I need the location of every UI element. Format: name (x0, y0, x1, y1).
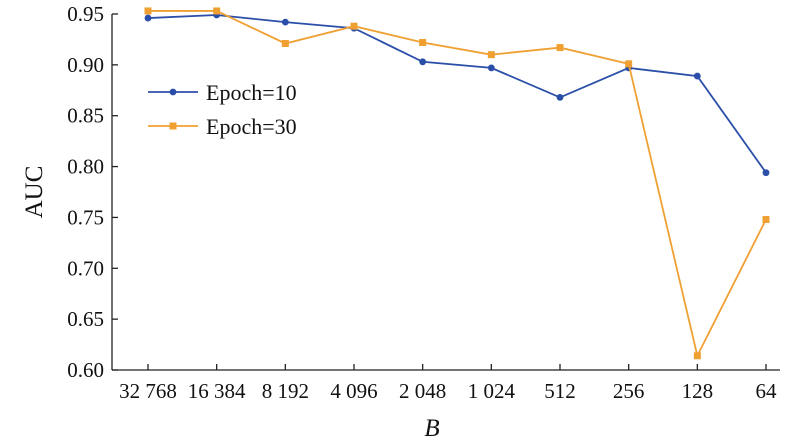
data-point (213, 7, 221, 15)
data-point (556, 44, 564, 52)
x-tick-label: 128 (682, 379, 714, 403)
series-line (147, 14, 767, 174)
data-point (487, 51, 495, 59)
y-ticks: 0.60 0.65 0.70 0.75 0.80 0.85 0.90 0.95 (67, 2, 118, 382)
y-tick-label: 0.80 (67, 155, 104, 179)
x-ticks: 32 768 16 384 8 192 4 096 2 048 1 024 512 256 12… (119, 364, 777, 403)
legend: Epoch=10 Epoch=30 (148, 80, 297, 139)
y-tick-label: 0.75 (67, 205, 104, 229)
x-tick-label: 32 768 (119, 379, 177, 403)
series-line (148, 10, 767, 359)
data-point (281, 39, 289, 47)
x-tick-label: 8 192 (262, 379, 309, 403)
series-1 (144, 11, 770, 177)
legend-item: Epoch=30 (148, 114, 297, 139)
data-point (762, 215, 770, 223)
y-tick-label: 0.85 (67, 104, 104, 128)
y-tick-label: 0.65 (67, 307, 104, 331)
x-tick-label: 256 (613, 379, 645, 403)
legend-marker (169, 122, 177, 130)
y-tick-label: 0.70 (67, 256, 104, 280)
data-point (487, 64, 495, 72)
y-tick-label: 0.90 (67, 53, 104, 77)
data-point (693, 72, 701, 80)
y-tick-label: 0.60 (67, 358, 104, 382)
x-tick-label: 16 384 (188, 379, 246, 403)
data-point (419, 38, 427, 46)
x-axis-title: B (424, 415, 439, 442)
y-axis-title: AUC (21, 166, 48, 219)
data-point (625, 60, 633, 68)
legend-marker (169, 88, 177, 96)
y-tick-label: 0.95 (67, 2, 104, 26)
data-point (350, 22, 358, 30)
x-tick-label: 1 024 (468, 379, 516, 403)
data-point (144, 7, 152, 15)
data-point (144, 14, 152, 22)
x-tick-label: 2 048 (399, 379, 446, 403)
x-tick-label: 4 096 (330, 379, 377, 403)
x-tick-label: 64 (756, 379, 778, 403)
data-point (281, 18, 289, 26)
legend-label: Epoch=30 (206, 114, 297, 139)
data-point (762, 169, 770, 177)
legend-label: Epoch=10 (206, 80, 297, 105)
x-tick-label: 512 (544, 379, 576, 403)
series-2 (144, 7, 770, 360)
data-point (556, 94, 564, 101)
data-point (693, 352, 701, 360)
legend-item: Epoch=10 (148, 80, 297, 105)
axes (111, 14, 780, 371)
data-point (419, 58, 427, 66)
series-layer (144, 7, 770, 360)
